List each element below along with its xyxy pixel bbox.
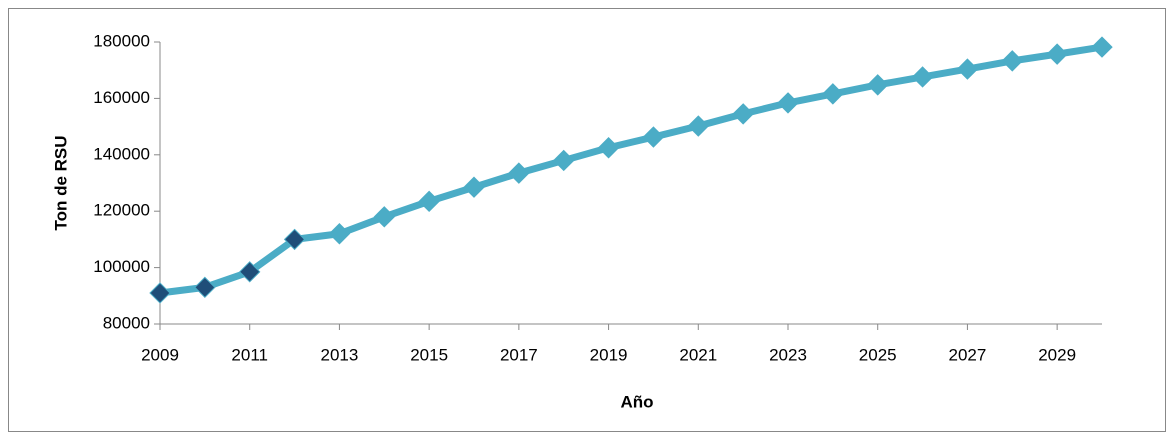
y-tick-label: 140000 [93, 144, 150, 163]
x-tick-label: 2015 [410, 345, 448, 364]
chart-border [8, 8, 1166, 432]
marker [463, 176, 485, 198]
x-tick-label: 2019 [590, 345, 628, 364]
marker [508, 162, 530, 184]
marker [418, 190, 440, 213]
x-tick-label: 2023 [769, 345, 807, 364]
marker [553, 149, 575, 172]
marker [1046, 43, 1068, 65]
x-tick-label: 2027 [949, 345, 987, 364]
x-tick-label: 2011 [231, 345, 268, 364]
x-tick-label: 2029 [1038, 345, 1076, 364]
y-tick-label: 100000 [93, 257, 150, 276]
marker [867, 74, 889, 96]
y-axis-label: Ton de RSU [51, 135, 70, 230]
marker [149, 282, 171, 304]
x-tick-label: 2021 [679, 345, 717, 364]
y-tick-label: 80000 [103, 313, 150, 332]
x-tick-label: 2009 [141, 345, 179, 364]
marker [1091, 36, 1113, 58]
marker [642, 126, 665, 148]
series-line [159, 43, 1103, 297]
marker [283, 228, 306, 251]
y-tick-label: 120000 [93, 201, 150, 220]
y-tick-label: 160000 [93, 88, 150, 107]
marker [194, 276, 216, 299]
marker [239, 261, 261, 283]
marker [1001, 50, 1023, 72]
x-tick-label: 2017 [500, 345, 538, 364]
x-tick-label: 2013 [321, 345, 359, 364]
marker [328, 223, 351, 245]
marker [597, 137, 620, 159]
y-tick-label: 180000 [93, 31, 150, 50]
x-tick-label: 2025 [859, 345, 897, 364]
marker [373, 206, 395, 228]
marker [822, 83, 844, 105]
marker [956, 58, 979, 80]
marker [911, 66, 934, 88]
marker [777, 92, 799, 114]
x-axis-label: Año [620, 392, 653, 411]
marker [687, 115, 709, 137]
marker [732, 103, 754, 125]
